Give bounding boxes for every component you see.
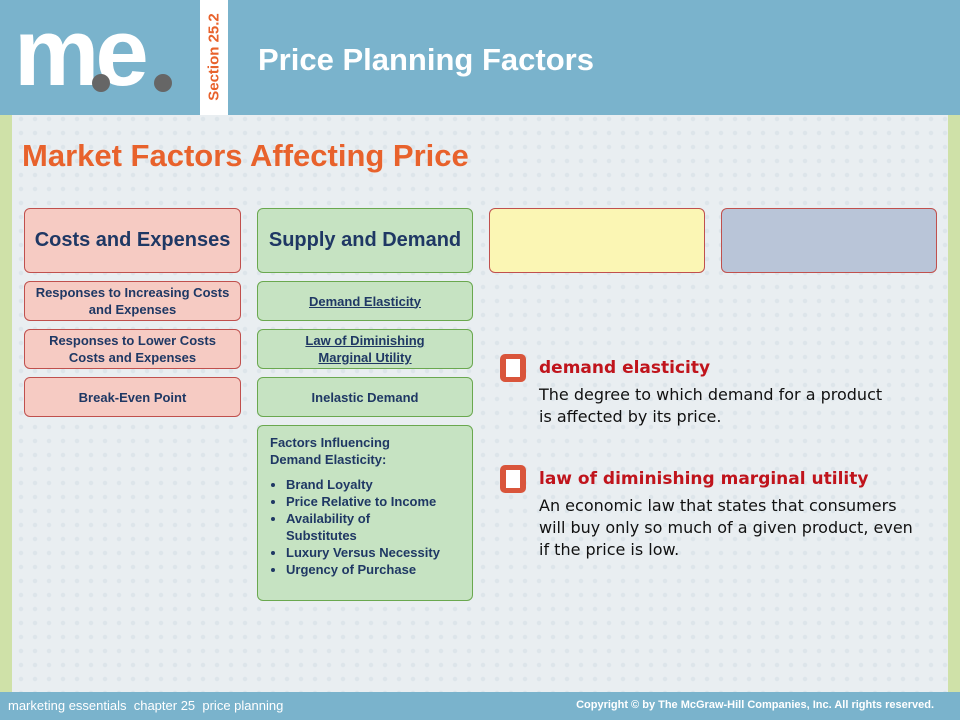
logo-dot (154, 74, 172, 92)
column-item: Responses to Increasing Costs and Expens… (24, 281, 241, 321)
side-strip (948, 115, 960, 692)
factors-list: Brand Loyalty Price Relative to Income A… (270, 476, 462, 578)
section-label: Section 25.2 (205, 13, 223, 101)
column-title: Costs and Expenses (24, 208, 241, 273)
factor: Availability of Substitutes (286, 510, 396, 544)
empty-box (721, 208, 937, 273)
glossary-icon (500, 354, 526, 382)
empty-box (489, 208, 705, 273)
heading: Market Factors Affecting Price (22, 138, 469, 173)
slide-title: Price Planning Factors (258, 42, 594, 77)
column-title: Supply and Demand (257, 208, 473, 273)
factor: Luxury Versus Necessity (286, 544, 462, 561)
glossary-icon (500, 465, 526, 493)
logo-letter: m (14, 0, 99, 106)
column-item: Inelastic Demand (257, 377, 473, 417)
section-tab: Section 25.2 (200, 0, 228, 115)
term: demand elasticity (539, 358, 711, 378)
header-band (0, 0, 960, 115)
logo-dot (92, 74, 110, 92)
definition: The degree to which demand for a product… (539, 385, 883, 426)
factor: Urgency of Purchase (286, 561, 462, 578)
column-item: Break-Even Point (24, 377, 241, 417)
factors-box: Factors Influencing Demand Elasticity: B… (257, 425, 473, 601)
term: law of diminishing marginal utility (539, 469, 869, 489)
column-link[interactable]: Law of Diminishing Marginal Utility (257, 329, 473, 369)
footer-band (0, 692, 960, 720)
logo: me (14, 0, 149, 108)
factor: Brand Loyalty (286, 476, 462, 493)
factor: Price Relative to Income (286, 493, 462, 510)
column-item: Responses to Lower Costs Costs and Expen… (24, 329, 241, 369)
side-strip (0, 115, 12, 692)
factors-title: Factors Influencing Demand Elasticity: (270, 435, 390, 467)
footer-left: marketing essentials chapter 25 price pl… (8, 698, 284, 713)
footer-right: Copyright © by The McGraw-Hill Companies… (576, 699, 934, 711)
definition: An economic law that states that consume… (539, 496, 913, 559)
column-link[interactable]: Demand Elasticity (257, 281, 473, 321)
